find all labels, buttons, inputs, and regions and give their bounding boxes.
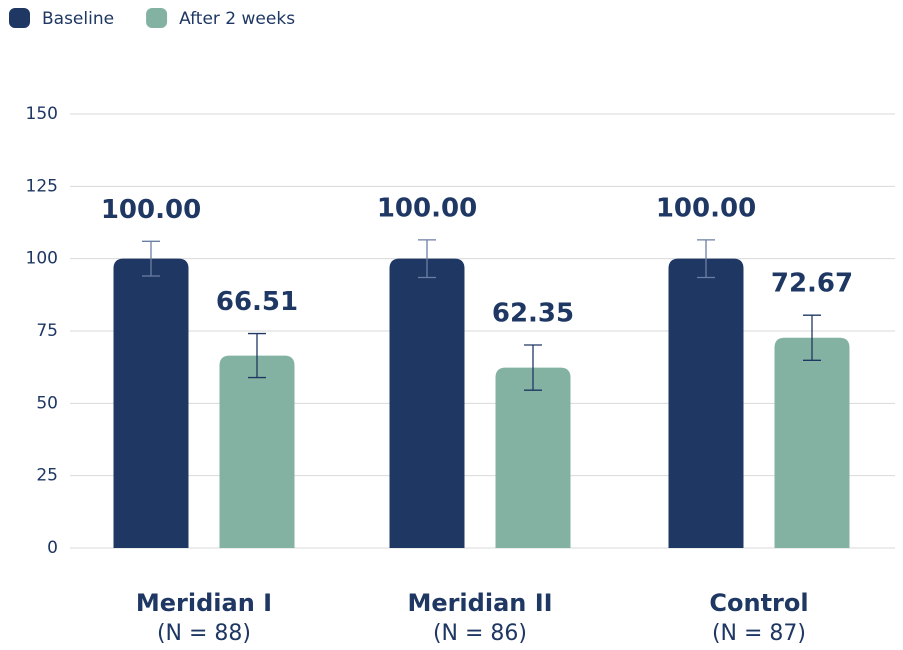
category-note: (N = 87): [712, 621, 806, 646]
x-tick-label: Meridian I: [136, 589, 272, 617]
legend-swatch: [9, 8, 30, 28]
y-tick-label: 75: [36, 321, 58, 341]
y-tick-label: 0: [47, 538, 58, 558]
bar: [495, 367, 571, 548]
value-label: 66.51: [216, 287, 298, 317]
legend-label: After 2 weeks: [179, 9, 295, 29]
x-tick-label: Control: [709, 589, 808, 617]
x-tick-label: Meridian II: [407, 589, 552, 617]
legend-label: Baseline: [42, 9, 114, 29]
category-note: (N = 88): [157, 621, 251, 646]
bar: [219, 355, 295, 548]
bar: [389, 258, 465, 548]
value-label: 100.00: [656, 193, 756, 223]
value-label: 100.00: [101, 195, 201, 225]
bar: [668, 258, 744, 548]
bar: [774, 337, 850, 548]
value-label: 62.35: [492, 299, 574, 329]
legend-swatch: [146, 8, 168, 28]
y-tick-label: 25: [36, 466, 58, 486]
bar: [113, 258, 189, 548]
category-note: (N = 86): [433, 621, 527, 646]
y-tick-label: 150: [26, 104, 58, 124]
value-label: 100.00: [377, 193, 477, 223]
value-label: 72.67: [771, 269, 853, 299]
y-tick-label: 125: [26, 176, 58, 196]
y-tick-label: 50: [36, 393, 58, 413]
y-tick-label: 100: [26, 249, 58, 269]
